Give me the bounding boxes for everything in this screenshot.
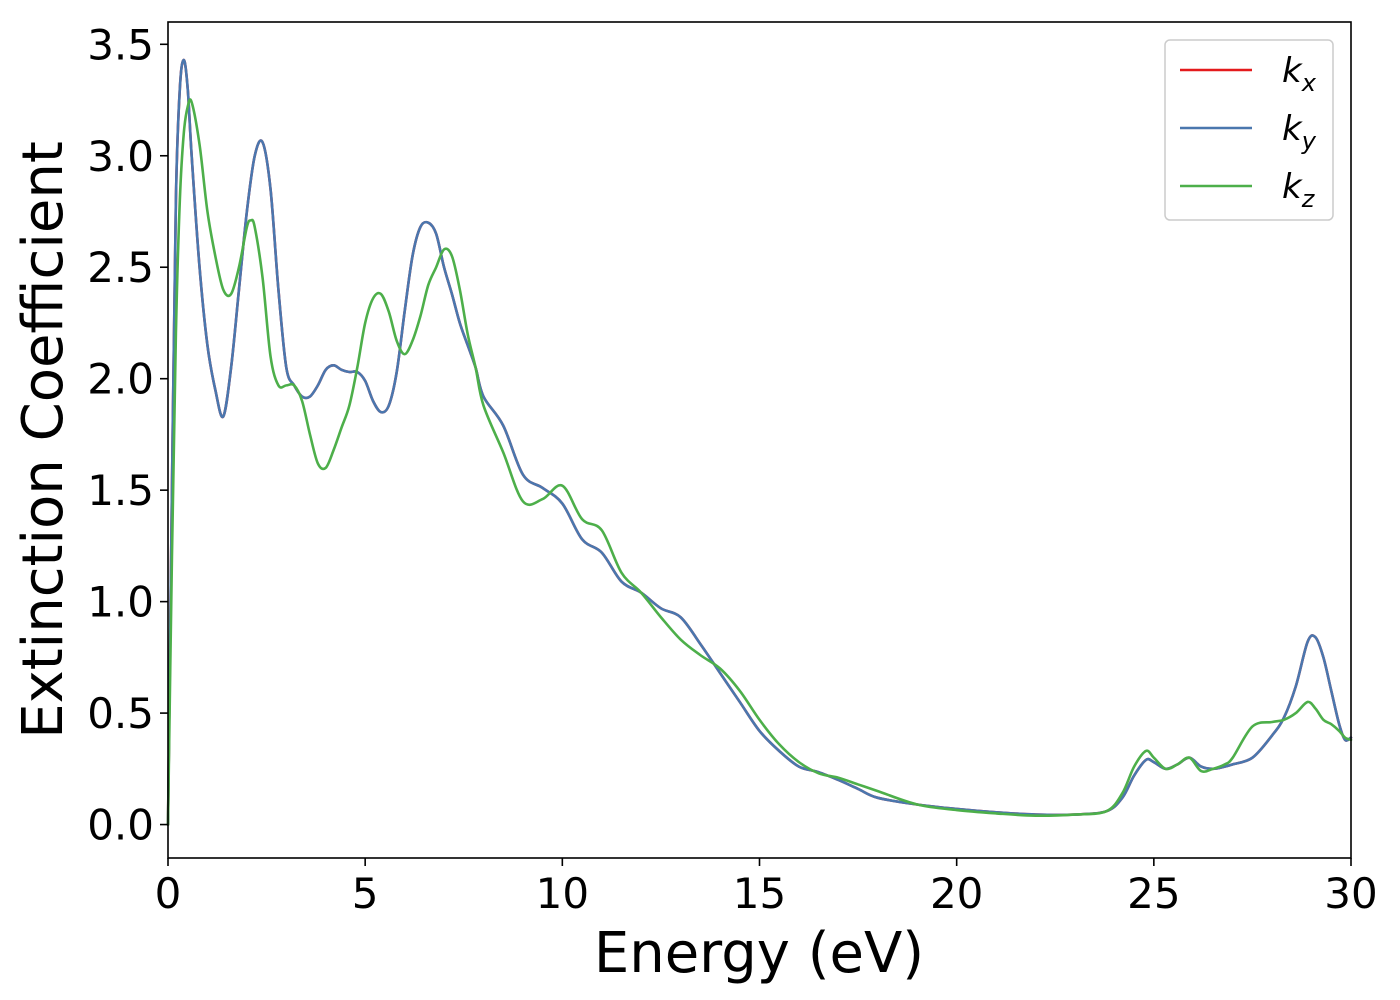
x-axis-ticks: 0 5 10 15 20 25 30 xyxy=(155,858,1378,918)
x-tick-label: 15 xyxy=(733,869,786,918)
x-axis-title: Energy (eV) xyxy=(594,921,924,986)
y-tick-label: 2.5 xyxy=(87,243,154,292)
series-line-kz xyxy=(166,98,1353,826)
x-tick-label: 30 xyxy=(1324,869,1377,918)
y-axis-title: Extinction Coefficient xyxy=(11,141,76,739)
series-lines xyxy=(166,58,1353,826)
y-tick-label: 0.0 xyxy=(87,801,154,850)
x-tick-label: 10 xyxy=(536,869,589,918)
y-axis-ticks: 0.0 0.5 1.0 1.5 2.0 2.5 3.0 3.5 xyxy=(87,20,168,850)
y-tick-label: 0.5 xyxy=(87,689,154,738)
x-tick-label: 25 xyxy=(1127,869,1180,918)
y-tick-label: 1.5 xyxy=(87,466,154,515)
y-tick-label: 3.5 xyxy=(87,20,154,69)
x-tick-label: 20 xyxy=(930,869,983,918)
y-tick-label: 1.0 xyxy=(87,578,154,627)
x-tick-label: 0 xyxy=(155,869,182,918)
y-tick-label: 3.0 xyxy=(87,132,154,181)
y-tick-label: 2.0 xyxy=(87,355,154,404)
legend-frame xyxy=(1164,39,1334,221)
x-tick-label: 5 xyxy=(352,869,379,918)
